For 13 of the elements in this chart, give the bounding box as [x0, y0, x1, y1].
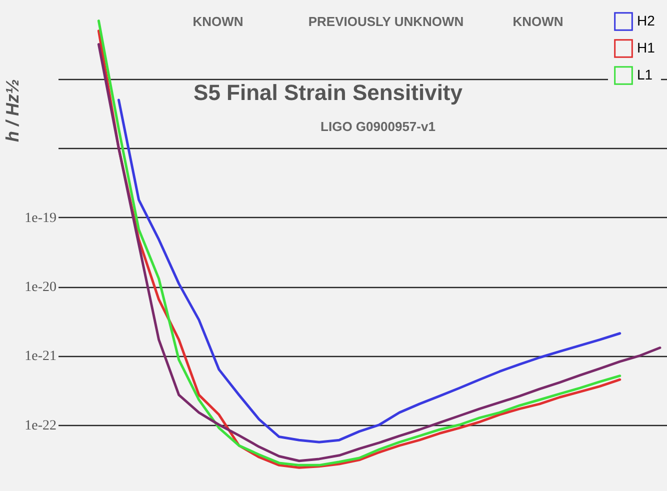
annotation: KNOWN [512, 14, 564, 29]
text: S5 Final Strain Sensitivity [194, 80, 464, 105]
y-tick-label: 1e-19 [24, 210, 56, 226]
annotation: LIGO G0900957-v1 [320, 119, 436, 134]
y-tick-label: 1e-21 [24, 349, 56, 364]
y-tick-label: 1e-20 [24, 280, 56, 296]
legend-label: H2 [637, 12, 656, 28]
y-axis-title: h / Hz½ [2, 78, 22, 142]
y-tick-label: 1e-22 [24, 418, 56, 434]
legend-label: H1 [637, 40, 656, 56]
annotation: PREVIOUSLY UNKNOWN [308, 14, 464, 29]
legend-label: L1 [637, 66, 653, 82]
annotation: KNOWN [192, 14, 244, 29]
